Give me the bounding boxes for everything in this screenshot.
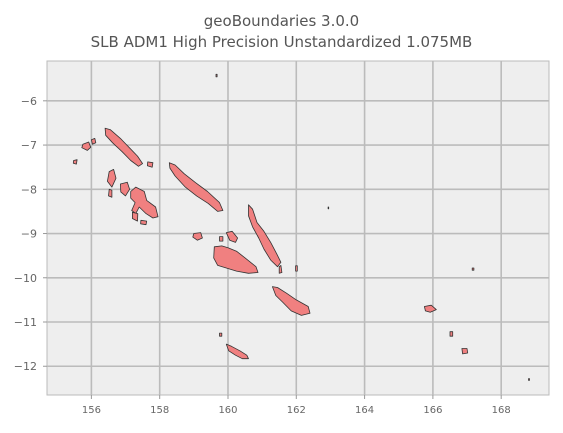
region-utupua (449, 331, 454, 337)
region-savo (219, 236, 224, 242)
x-tick-label: 162 (287, 405, 306, 416)
x-tick-label: 158 (150, 405, 169, 416)
region-new-georgia (130, 186, 159, 219)
region-ulawa (295, 265, 298, 272)
chart-title: geoBoundaries 3.0.0 (203, 12, 360, 30)
region-ontong-java (215, 73, 218, 78)
chart-subtitle: SLB ADM1 High Precision Unstandardized 1… (90, 33, 473, 51)
regions-layer (72, 73, 530, 381)
plot-background (46, 60, 550, 396)
region-shortland (81, 141, 92, 151)
region-guadalcanal (213, 245, 259, 274)
region-choiseul (104, 127, 144, 167)
region-kolombangara (120, 181, 131, 197)
region-treasury (72, 159, 78, 165)
region-rennell (225, 343, 249, 360)
y-tick-label: −7 (21, 139, 37, 152)
region-nendo (423, 304, 437, 313)
x-tick-label: 160 (218, 405, 237, 416)
region-santa-isabel (168, 162, 224, 212)
region-florida (225, 230, 239, 243)
region-vanikoro (461, 348, 469, 355)
y-tick-label: −8 (21, 183, 37, 196)
y-tick-label: −12 (14, 360, 37, 373)
region-malaita (248, 204, 282, 268)
region-tetepare (140, 219, 148, 226)
x-tick-label: 166 (423, 405, 442, 416)
region-fauro (91, 137, 97, 145)
y-tick-label: −6 (21, 95, 37, 108)
ticks-layer: 156 158 160 162 164 166 168 −6 −7 −8 −9 −10 −11 −12 (14, 95, 511, 416)
x-tick-label: 164 (355, 405, 374, 416)
x-tick-label: 156 (82, 405, 101, 416)
region-wagina (146, 161, 154, 168)
region-russell (192, 232, 203, 241)
region-sikaiana (327, 206, 330, 210)
y-tick-label: −11 (14, 316, 37, 329)
region-duff (471, 267, 475, 271)
y-tick-label: −9 (21, 228, 37, 241)
region-ranongga (108, 188, 113, 198)
region-vella-lavella (107, 168, 117, 188)
region-rendova (131, 211, 139, 222)
region-small-malaita (278, 264, 283, 274)
region-bellona (219, 332, 223, 337)
region-fatutaka (528, 378, 530, 381)
grid-layer (47, 61, 549, 395)
region-makira (271, 286, 311, 316)
x-tick-label: 168 (492, 405, 511, 416)
y-tick-label: −10 (14, 272, 37, 285)
